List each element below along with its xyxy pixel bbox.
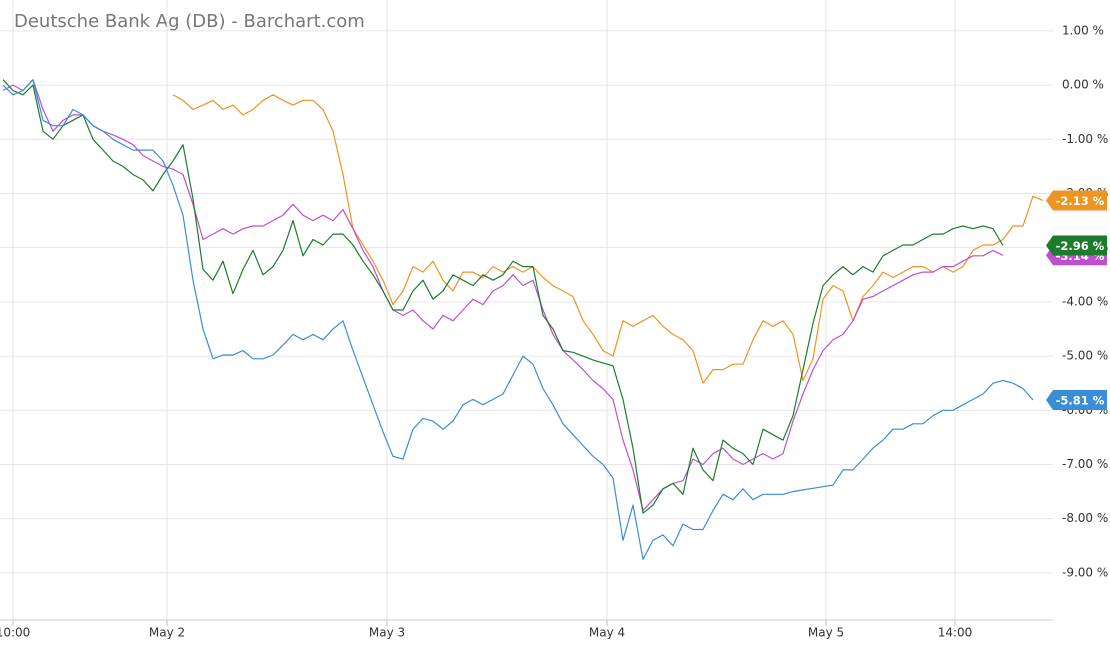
end-label-box — [1046, 389, 1107, 410]
x-tick-label: May 4 — [589, 626, 625, 640]
x-tick-label: May 5 — [808, 626, 844, 640]
chart-title: Deutsche Bank Ag (DB) - Barchart.com — [14, 11, 365, 32]
y-tick-label: -9.00 % — [1062, 565, 1108, 579]
x-tick-label: 14:00 — [938, 626, 973, 640]
y-tick-label: -5.00 % — [1062, 349, 1108, 363]
end-label-box — [1046, 190, 1107, 211]
y-tick-label: 1.00 % — [1062, 23, 1104, 37]
x-tick-label: May 3 — [369, 626, 405, 640]
end-label-text: -2.13 % — [1056, 194, 1105, 208]
end-label-box — [1046, 235, 1107, 256]
series-line — [172, 94, 1044, 384]
y-tick-label: -8.00 % — [1062, 511, 1108, 525]
y-tick-label: -7.00 % — [1062, 457, 1108, 471]
end-label: -5.81 % — [1046, 389, 1107, 410]
end-label-text: -2.96 % — [1056, 239, 1105, 253]
end-label: -2.13 % — [1046, 190, 1107, 211]
y-tick-label: -4.00 % — [1062, 294, 1108, 308]
series-line — [2, 79, 1034, 560]
y-tick-label: -1.00 % — [1062, 132, 1108, 146]
grid — [0, 0, 1053, 620]
end-label: -2.96 % — [1046, 235, 1107, 256]
y-tick-label: 0.00 % — [1062, 78, 1104, 92]
x-tick-label: May 2 — [149, 626, 185, 640]
series-line — [2, 79, 1004, 512]
x-tick-label: 10:00 — [0, 626, 30, 640]
end-label-text: -5.81 % — [1056, 393, 1105, 407]
series-line — [2, 79, 1004, 514]
